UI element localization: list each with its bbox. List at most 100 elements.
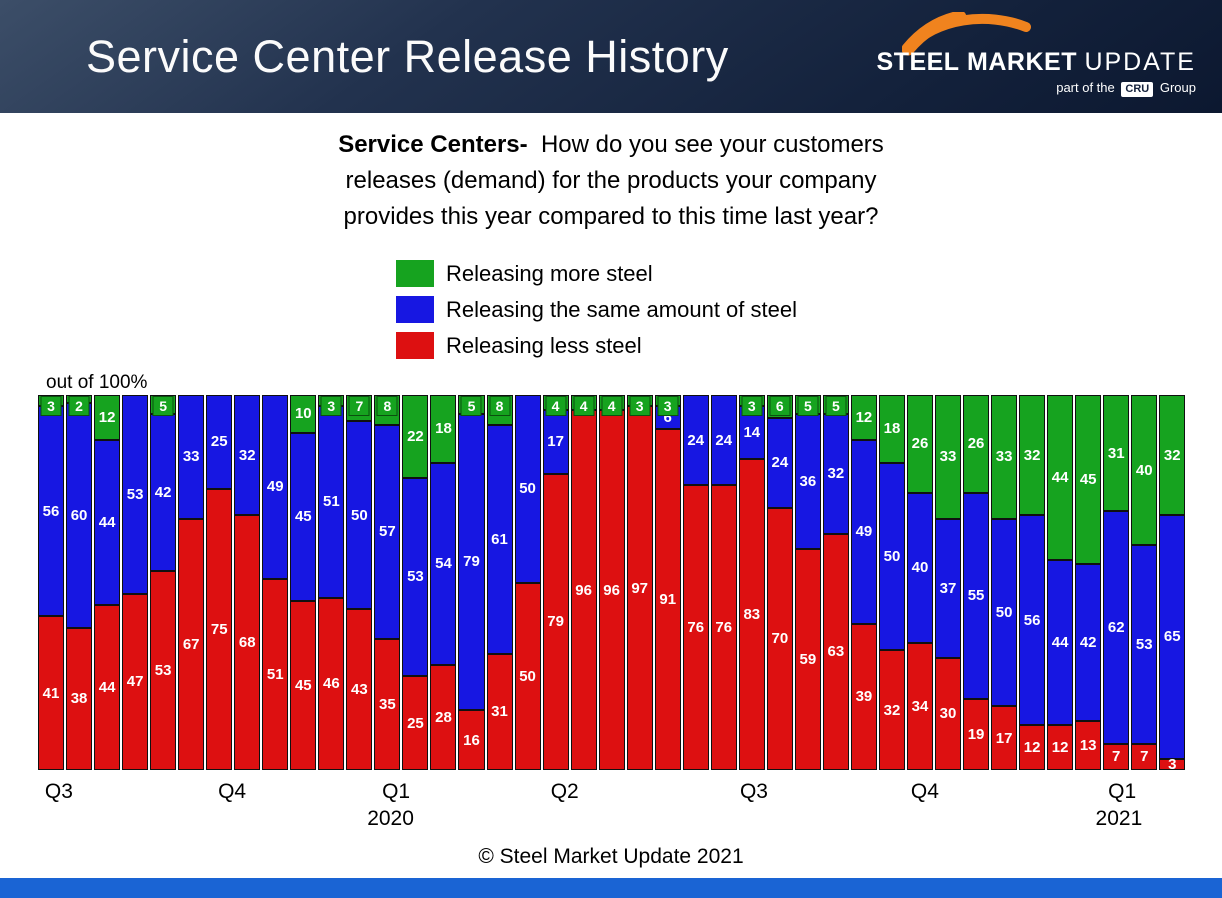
green-value-badge: 2 — [68, 396, 90, 416]
bar: 6 24 70 — [766, 395, 793, 770]
bar-value: 45 — [294, 508, 312, 526]
bar-value: 76 — [715, 619, 733, 636]
green-value-badge: 5 — [825, 396, 847, 416]
bar-value: 50 — [351, 506, 368, 524]
bar-segment-less: 30 — [935, 657, 962, 770]
bar-segment-more: 26 — [963, 395, 990, 493]
bar-segment-more: 40 — [1131, 395, 1158, 545]
bar: 4 96 — [570, 395, 597, 770]
legend-label: Releasing more steel — [446, 260, 653, 286]
bar-segment-less: 35 — [374, 638, 401, 770]
bar-segment-more: 12 — [850, 395, 877, 440]
bar-segment-less: 7 — [1131, 743, 1158, 770]
bar-value: 17 — [547, 433, 564, 451]
bar-segment-more: 22 — [402, 395, 429, 478]
bar-value: 24 — [715, 431, 733, 449]
bar-value: 18 — [435, 420, 452, 438]
bar: 3 56 41 — [38, 395, 65, 770]
question-line-3: provides this year compared to this time… — [343, 203, 879, 230]
legend-label: Releasing the same amount of steel — [446, 296, 797, 322]
bar-segment-same: 42 — [1075, 563, 1102, 722]
bar: 8 61 31 — [486, 395, 513, 770]
bar-segment-less: 32 — [878, 650, 905, 770]
bar-segment-less: 31 — [486, 653, 513, 770]
x-axis-tick: Q2 — [550, 780, 579, 803]
bar-value: 83 — [743, 605, 761, 623]
bar-value: 32 — [883, 701, 901, 719]
copyright: © Steel Market Update 2021 — [478, 845, 744, 868]
bar-segment-same: 50 — [878, 462, 905, 650]
bar-segment-less: 16 — [458, 710, 485, 770]
bar-segment-less: 3 — [1159, 757, 1186, 772]
x-axis-tick: Q3 — [44, 780, 73, 803]
bar: 25 75 — [206, 395, 233, 770]
bar-segment-same: 53 — [122, 395, 149, 594]
bar: 7 50 43 — [346, 395, 373, 770]
bar-value: 44 — [1051, 469, 1069, 486]
bar-value: 41 — [42, 684, 60, 702]
stacked-bar-chart: 3 56 41 2 60 38 12 44 44 53 47 5 42 53 33 67 25 75 32 68 49 5… — [38, 395, 1186, 832]
bar-value: 17 — [995, 729, 1013, 747]
x-axis-tick: Q1 — [382, 780, 411, 803]
question-line-1-rest: How do you see your customers — [527, 131, 884, 158]
bar-segment-same: 25 — [206, 395, 233, 489]
x-axis: Q3 Q4 Q1 Q2 Q3 Q4 Q1 2020 2021 — [38, 770, 1185, 832]
bar: 33 37 30 — [935, 395, 962, 770]
bar: 5 32 63 — [822, 395, 849, 770]
bar-segment-less: 91 — [654, 428, 681, 770]
bar-segment-less: 12 — [1019, 725, 1046, 770]
bar: 26 55 19 — [963, 395, 990, 770]
bar-segment-more: 31 — [1103, 395, 1130, 512]
bar-value: 54 — [435, 555, 452, 573]
bar-value: 57 — [379, 523, 396, 541]
bar-segment-less: 70 — [766, 507, 793, 770]
bar-segment-same: 24 — [710, 395, 737, 485]
bar-segment-less: 96 — [598, 410, 625, 770]
bar-value: 76 — [687, 619, 705, 636]
bar-value: 50 — [519, 667, 536, 685]
bar-value: 44 — [1051, 634, 1069, 651]
bar-segment-same: 50 — [991, 518, 1018, 707]
page-title: Service Center Release History — [86, 30, 729, 82]
bar: 18 54 28 — [430, 395, 457, 770]
bar-segment-same: 56 — [38, 406, 65, 617]
bar-segment-less: 17 — [991, 706, 1018, 770]
bar-value: 49 — [855, 523, 873, 541]
bar-value: 97 — [631, 579, 649, 597]
bar-segment-less: 68 — [234, 515, 261, 770]
bar-segment-same: 60 — [66, 402, 93, 628]
bar-segment-more: 45 — [1075, 395, 1102, 564]
bar: 32 56 12 — [1019, 395, 1046, 770]
green-value-badge: 5 — [797, 396, 819, 416]
bar-value: 42 — [1079, 634, 1097, 651]
bar: 44 44 12 — [1047, 395, 1074, 770]
bar-value: 37 — [939, 579, 957, 597]
bar-value: 45 — [294, 677, 312, 695]
bar: 45 42 13 — [1075, 395, 1102, 770]
bar-segment-same: 49 — [850, 440, 877, 624]
bar-segment-less: 47 — [122, 593, 149, 770]
bar-value: 55 — [967, 587, 985, 605]
bar-value: 7 — [1140, 748, 1149, 766]
bar: 53 47 — [122, 395, 149, 770]
bar-value: 30 — [939, 705, 957, 723]
bar-segment-less: 41 — [38, 616, 65, 770]
legend-swatch-more — [396, 260, 434, 287]
bar-value: 75 — [210, 620, 228, 638]
logo-wordmark: STEEL MARKET UPDATE — [877, 48, 1196, 77]
bar: 5 42 53 — [150, 395, 177, 770]
green-value-badge: 4 — [573, 396, 595, 416]
bar-segment-same: 53 — [1131, 545, 1158, 744]
x-axis-tick: Q1 — [1108, 780, 1137, 803]
bar-value: 14 — [743, 424, 761, 441]
bar-value: 49 — [266, 478, 284, 496]
bar-value: 53 — [407, 568, 424, 586]
bar-segment-less: 19 — [963, 698, 990, 770]
bar-segment-same: 40 — [906, 492, 933, 643]
bar: 3 6 91 — [654, 395, 681, 770]
bar: 5 36 59 — [794, 395, 821, 770]
bar-value: 43 — [351, 680, 368, 698]
logo-tagline: part of the CRU Group — [1056, 80, 1196, 98]
bar-segment-less: 38 — [66, 627, 93, 770]
bar-value: 31 — [491, 703, 508, 721]
